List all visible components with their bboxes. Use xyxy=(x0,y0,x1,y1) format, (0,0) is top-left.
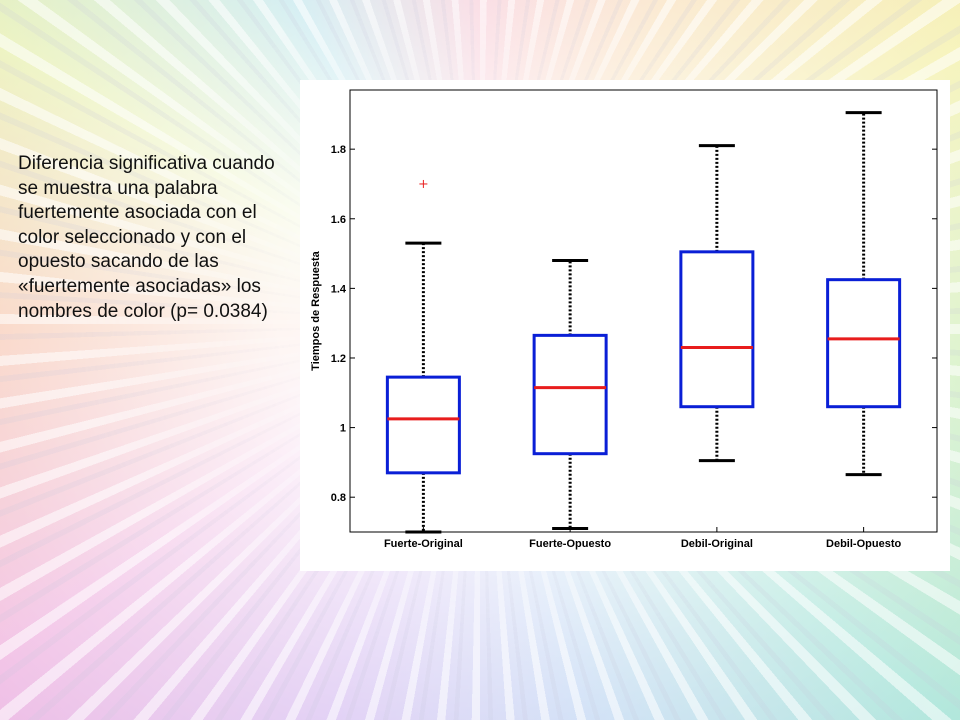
box-iqr xyxy=(679,250,755,409)
y-tick-label: 1.8 xyxy=(331,144,346,156)
boxplot-chart: 0.8 1 1.2 1.4 1.6 1.8 Tiempos de Respuesta Fuer… xyxy=(310,89,938,550)
y-tick-label: 1.4 xyxy=(331,283,347,295)
y-tick-label: 1 xyxy=(340,423,346,435)
x-category-label: Debil-Original xyxy=(681,538,753,550)
x-category-label: Fuerte-Opuesto xyxy=(529,538,611,550)
box-iqr xyxy=(532,333,608,456)
plot-frame xyxy=(349,89,938,533)
y-tick-label: 1.2 xyxy=(331,353,346,365)
x-category-label: Fuerte-Original xyxy=(384,538,463,550)
box-iqr xyxy=(826,278,902,409)
box-iqr xyxy=(385,375,461,475)
y-tick-label: 1.6 xyxy=(331,214,346,226)
caption-text: Diferencia significativa cuando se muest… xyxy=(18,153,275,322)
y-axis-label: Tiempos de Respuesta xyxy=(310,250,322,370)
y-tick-label: 0.8 xyxy=(331,492,346,504)
boxplot-figure: 0.8 1 1.2 1.4 1.6 1.8 Tiempos de Respuesta Fuer… xyxy=(300,80,950,571)
x-category-label: Debil-Opuesto xyxy=(826,538,901,550)
